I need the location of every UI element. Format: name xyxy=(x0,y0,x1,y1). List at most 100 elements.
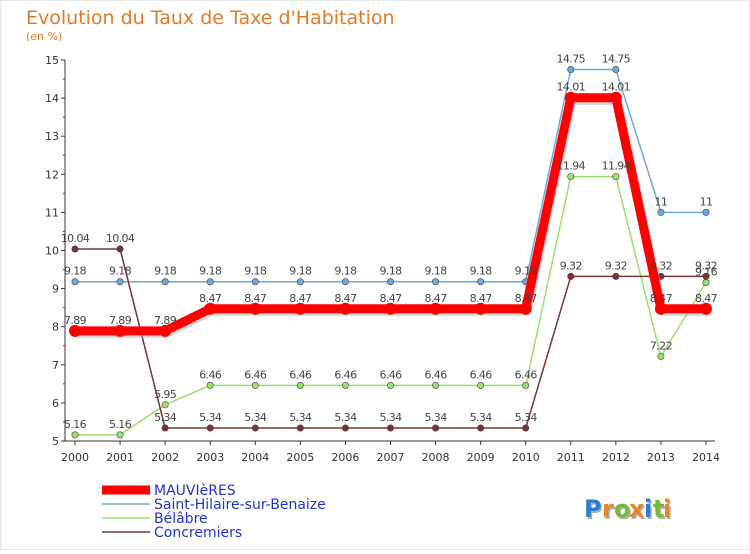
x-tick-label: 2014 xyxy=(692,451,720,464)
data-label: 14.01 xyxy=(602,81,631,94)
data-point xyxy=(386,278,394,286)
logo-letter-shadow: r xyxy=(604,497,616,525)
series-1 xyxy=(71,66,710,286)
data-point xyxy=(116,278,124,286)
logo-letter: t xyxy=(653,495,664,523)
data-label: 6.46 xyxy=(425,368,448,381)
data-label: 10.04 xyxy=(61,232,90,245)
data-point xyxy=(251,424,259,432)
data-label: 6.46 xyxy=(379,368,402,381)
data-point xyxy=(702,272,710,280)
data-point xyxy=(161,401,169,409)
data-label: 11.94 xyxy=(602,160,631,173)
data-label: 9.32 xyxy=(650,259,672,272)
data-point xyxy=(69,324,81,337)
data-label: 8.47 xyxy=(650,292,673,305)
series-0 xyxy=(69,91,712,338)
data-label: 9.18 xyxy=(154,265,177,278)
logo-letter-shadow: o xyxy=(616,497,633,525)
data-point xyxy=(249,302,262,315)
data-point xyxy=(432,424,440,432)
legend-label: Bélâbre xyxy=(154,511,208,527)
data-label: 8.47 xyxy=(515,292,538,305)
data-label: 5.34 xyxy=(470,411,493,424)
data-point xyxy=(341,278,349,286)
data-point xyxy=(116,431,124,439)
data-label: 5.16 xyxy=(64,418,87,431)
data-label: 8.47 xyxy=(379,292,402,305)
data-label: 9.32 xyxy=(560,259,582,272)
x-tick-label: 2003 xyxy=(196,451,224,464)
data-point xyxy=(474,302,487,315)
data-point xyxy=(159,324,172,337)
x-tick-label: 2004 xyxy=(241,451,269,464)
data-point xyxy=(519,302,532,315)
y-tick-label: 10 xyxy=(45,245,59,258)
data-point xyxy=(432,278,440,286)
data-label: 8.47 xyxy=(199,292,222,305)
data-label: 8.47 xyxy=(289,292,312,305)
data-labels: 7.89 7.89 7.89 8.47 8.47 8.47 8.47 8.47 8.47 8.47… xyxy=(61,53,718,431)
data-point xyxy=(339,302,352,315)
data-point xyxy=(567,173,575,181)
logo-letter: x xyxy=(629,495,645,523)
logo-letter: r xyxy=(602,495,614,523)
x-tick-label: 2000 xyxy=(61,451,89,464)
data-label: 9.18 xyxy=(199,265,222,278)
data-point xyxy=(522,381,530,389)
data-label: 14.75 xyxy=(557,53,586,66)
y-tick-label: 9 xyxy=(52,283,59,296)
data-label: 8.47 xyxy=(244,292,267,305)
data-label: 9.18 xyxy=(470,265,493,278)
data-label: 9.18 xyxy=(334,265,357,278)
legend-label: Saint-Hilaire-sur-Benaize xyxy=(154,497,326,513)
x-tick-label: 2005 xyxy=(286,451,314,464)
legend-label: Concremiers xyxy=(154,525,242,541)
data-label: 9.18 xyxy=(244,265,267,278)
data-point xyxy=(161,278,169,286)
data-label: 11 xyxy=(700,195,713,208)
data-label: 6.46 xyxy=(289,368,312,381)
data-point xyxy=(251,278,259,286)
data-label: 5.34 xyxy=(425,411,448,424)
data-point xyxy=(71,278,79,286)
x-tick-label: 2008 xyxy=(422,451,450,464)
data-label: 9.16 xyxy=(695,266,718,279)
data-label: 6.46 xyxy=(244,368,267,381)
data-point xyxy=(612,173,620,181)
data-label: 9.18 xyxy=(289,265,312,278)
data-point xyxy=(386,381,394,389)
data-point xyxy=(296,278,304,286)
data-label: 8.47 xyxy=(470,292,493,305)
y-tick-label: 15 xyxy=(45,54,59,67)
data-label: 7.89 xyxy=(64,314,87,327)
series-lines xyxy=(69,66,712,439)
data-label: 9.18 xyxy=(379,265,402,278)
y-tick-label: 8 xyxy=(52,321,59,334)
x-tick-label: 2010 xyxy=(512,451,540,464)
data-label: 9.18 xyxy=(64,265,87,278)
x-tick-label: 2001 xyxy=(106,451,134,464)
data-point xyxy=(71,431,79,439)
data-label: 5.34 xyxy=(334,411,357,424)
data-point xyxy=(384,302,397,315)
data-point xyxy=(204,302,217,315)
y-tick-label: 11 xyxy=(45,206,59,219)
data-label: 5.34 xyxy=(154,411,177,424)
data-point xyxy=(296,381,304,389)
data-label: 7.89 xyxy=(154,314,177,327)
data-label: 8.47 xyxy=(334,292,357,305)
data-label: 9.32 xyxy=(695,259,717,272)
data-point xyxy=(251,381,259,389)
data-label: 5.95 xyxy=(154,388,177,401)
x-tick-label: 2002 xyxy=(151,451,179,464)
data-point xyxy=(564,91,577,104)
logo-letter: o xyxy=(614,495,631,523)
data-point xyxy=(341,424,349,432)
data-label: 8.47 xyxy=(695,292,718,305)
data-point xyxy=(296,424,304,432)
proxiti-logo: PP rr oo xx ii tt ii xyxy=(584,495,673,525)
data-label: 11 xyxy=(655,195,668,208)
